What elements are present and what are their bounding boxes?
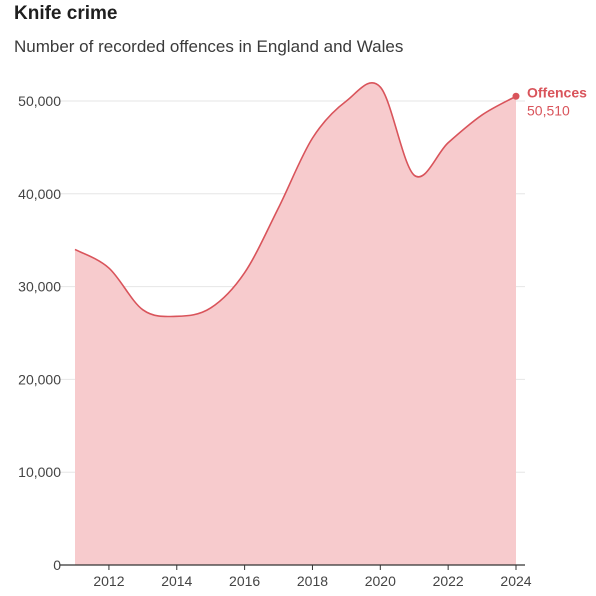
- series-end-value-label: 50,510: [527, 102, 570, 118]
- y-tick-label: 10,000: [18, 464, 61, 480]
- x-tick-label: 2024: [500, 573, 531, 589]
- y-tick-label: 50,000: [18, 93, 61, 109]
- x-tick-label: 2016: [229, 573, 260, 589]
- series-line-offences: [74, 82, 517, 318]
- end-point-marker: [512, 92, 520, 100]
- y-tick-label: 20,000: [18, 371, 61, 387]
- y-tick-label: 30,000: [18, 279, 61, 295]
- x-tick-label: 2014: [161, 573, 192, 589]
- y-tick-label: 40,000: [18, 186, 61, 202]
- series-name-label: Offences: [527, 84, 587, 100]
- x-tick-label: 2012: [93, 573, 124, 589]
- area-fill-offences: [75, 82, 516, 565]
- y-tick-label: 0: [53, 557, 61, 573]
- x-tick-label: 2020: [365, 573, 396, 589]
- x-tick-label: 2022: [433, 573, 464, 589]
- chart-title: Knife crime: [14, 3, 118, 24]
- chart-subtitle: Number of recorded offences in England a…: [14, 37, 404, 56]
- x-tick-label: 2018: [297, 573, 328, 589]
